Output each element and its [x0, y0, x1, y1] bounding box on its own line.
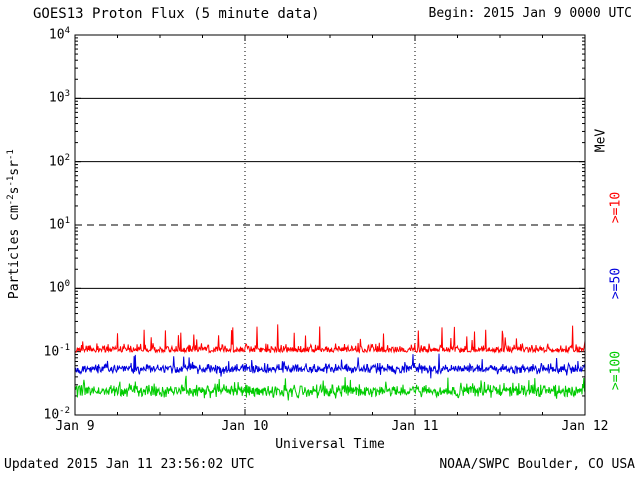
x-tick-label-0: Jan 9 — [55, 419, 95, 434]
y-axis-title: Particles cm-2s-1sr-1 — [5, 149, 23, 300]
updated-timestamp: Updated 2015 Jan 11 23:56:02 UTC — [4, 457, 255, 472]
y-tick-label-1e1: 101 — [48, 216, 70, 233]
y-tick-label-1e-2: 10-2 — [43, 406, 71, 423]
y-tick-label-1e0: 100 — [48, 279, 70, 296]
plot-frame — [74, 34, 586, 416]
series-line-ge10 — [74, 324, 586, 355]
series-line-ge50 — [74, 353, 586, 379]
right-axis-label-ge10: >=10 — [608, 191, 624, 224]
right-axis-label-ge100: >=100 — [608, 350, 624, 391]
right-axis-label-ge50: >=50 — [608, 267, 624, 300]
x-axis-title: Universal Time — [275, 437, 385, 452]
y-tick-label-1e3: 103 — [48, 89, 70, 106]
x-tick-label-3: Jan 12 — [561, 419, 609, 434]
x-tick-label-2: Jan 11 — [391, 419, 439, 434]
y-tick-label-1e-1: 10-1 — [43, 342, 71, 359]
y-tick-label-1e2: 102 — [48, 152, 70, 169]
begin-time-label: Begin: 2015 Jan 9 0000 UTC — [428, 6, 633, 21]
chart-title: GOES13 Proton Flux (5 minute data) — [33, 6, 320, 22]
right-axis-label-unit-mev: MeV — [593, 128, 609, 153]
series-line-ge100 — [74, 375, 586, 401]
source-attribution: NOAA/SWPC Boulder, CO USA — [439, 457, 635, 472]
y-tick-label-1e4: 104 — [48, 26, 70, 43]
x-tick-label-1: Jan 10 — [221, 419, 269, 434]
